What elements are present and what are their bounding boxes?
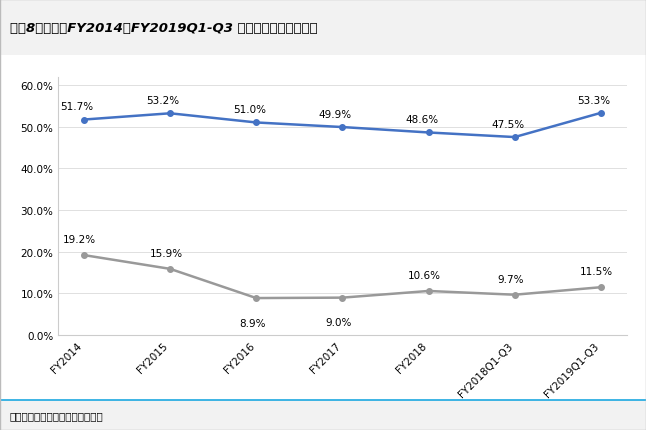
毛利率 [166, 111, 174, 117]
Text: 11.5%: 11.5% [580, 267, 613, 276]
Text: 9.7%: 9.7% [497, 274, 524, 284]
Text: 48.6%: 48.6% [405, 115, 438, 125]
Text: 49.9%: 49.9% [319, 110, 352, 120]
Text: 15.9%: 15.9% [149, 248, 183, 258]
毛利率 [80, 118, 88, 123]
调整后归母净利润率 [424, 289, 432, 294]
Text: 来源：公司公告，国金证券研究所: 来源：公司公告，国金证券研究所 [10, 410, 103, 420]
Line: 调整后归母净利润率: 调整后归母净利润率 [81, 253, 603, 301]
Text: 53.2%: 53.2% [147, 96, 180, 106]
Text: 47.5%: 47.5% [491, 120, 525, 129]
调整后归母净利润率 [253, 296, 260, 301]
毛利率 [339, 125, 346, 130]
毛利率 [424, 131, 432, 136]
调整后归母净利润率 [511, 292, 519, 298]
调整后归母净利润率 [80, 253, 88, 258]
调整后归母净利润率 [597, 285, 605, 290]
调整后归母净利润率 [166, 267, 174, 272]
毛利率 [253, 120, 260, 126]
Text: 19.2%: 19.2% [63, 234, 96, 244]
Text: 51.7%: 51.7% [61, 102, 94, 112]
毛利率 [511, 135, 519, 140]
Text: 53.3%: 53.3% [578, 95, 610, 105]
Text: 9.0%: 9.0% [325, 317, 351, 327]
Text: 图表8：好未来FY2014至FY2019Q1-Q3 调整后净利率及毛利率: 图表8：好未来FY2014至FY2019Q1-Q3 调整后净利率及毛利率 [10, 22, 317, 34]
毛利率 [597, 111, 605, 116]
Text: 10.6%: 10.6% [408, 270, 441, 280]
Line: 毛利率: 毛利率 [81, 111, 603, 141]
Text: 8.9%: 8.9% [239, 318, 266, 328]
调整后归母净利润率 [339, 295, 346, 301]
Text: 51.0%: 51.0% [233, 105, 266, 115]
